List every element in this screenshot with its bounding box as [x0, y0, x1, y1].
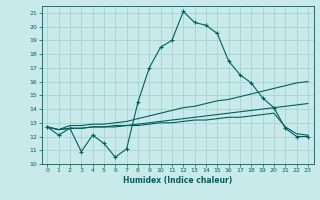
- X-axis label: Humidex (Indice chaleur): Humidex (Indice chaleur): [123, 176, 232, 185]
